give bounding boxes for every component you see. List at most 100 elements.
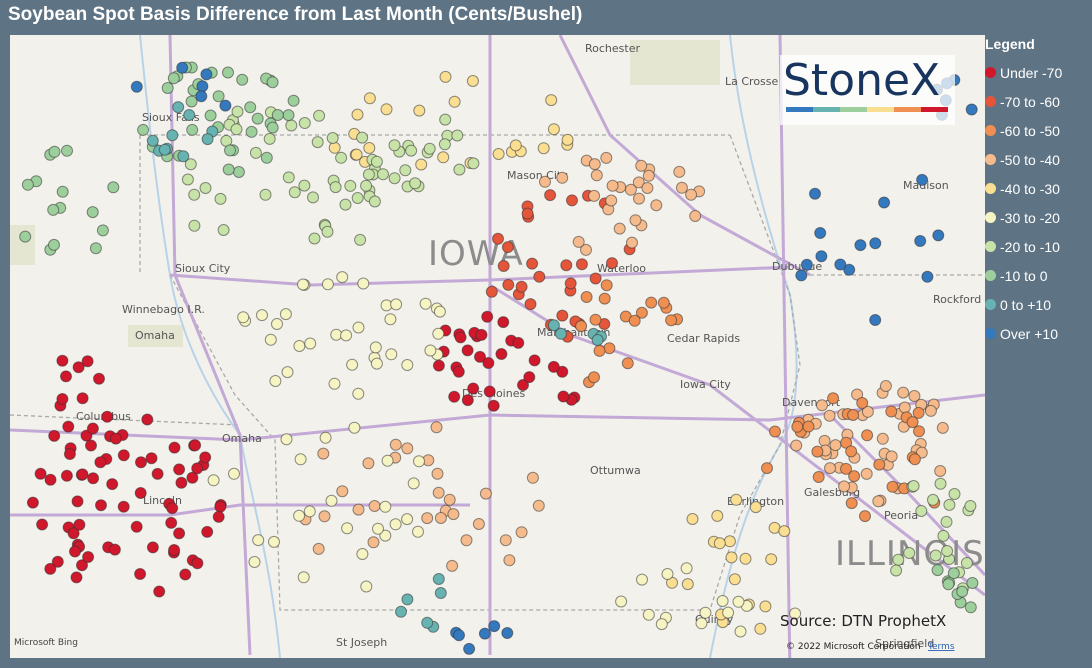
station-dot <box>723 535 736 548</box>
station-dot <box>308 232 321 245</box>
station-dot <box>328 377 341 390</box>
station-dot <box>575 258 588 271</box>
station-dot <box>168 544 181 556</box>
station-dot <box>711 509 724 522</box>
station-dot <box>795 269 808 282</box>
station-dot <box>367 536 380 549</box>
station-dot <box>823 409 836 422</box>
station-dot <box>379 529 392 542</box>
station-dot <box>956 585 969 598</box>
station-dot <box>673 165 686 178</box>
station-dot <box>293 509 306 522</box>
station-dot <box>528 354 541 367</box>
station-dot <box>146 134 159 147</box>
legend-swatch <box>985 299 996 310</box>
station-dot <box>184 158 197 171</box>
station-dot <box>341 522 354 535</box>
terms-link[interactable]: Terms <box>927 642 955 652</box>
station-dot <box>252 534 265 547</box>
city-label: Winnebago I.R. <box>122 303 205 316</box>
legend-swatch <box>985 270 996 281</box>
station-dot <box>734 625 747 638</box>
station-dot <box>789 607 802 620</box>
city-label: Waterloo <box>597 262 646 275</box>
station-dot <box>725 551 738 564</box>
station-dot <box>591 334 604 346</box>
station-dot <box>432 486 445 499</box>
station-dot <box>453 629 465 642</box>
legend-item: -20 to -10 <box>985 232 1092 261</box>
station-dot <box>109 432 122 445</box>
legend-swatch <box>985 183 996 194</box>
city-label: Springfield <box>875 637 934 650</box>
station-dot <box>936 421 949 434</box>
station-dot <box>379 500 392 513</box>
station-dot <box>200 68 213 81</box>
station-dot <box>761 462 773 475</box>
station-dot <box>230 123 243 136</box>
logo-bar <box>894 107 921 112</box>
station-dot <box>380 103 393 116</box>
station-dot <box>860 467 873 480</box>
station-dot <box>360 580 373 593</box>
station-dot <box>463 642 476 655</box>
station-dot <box>665 314 678 327</box>
station-dot <box>134 568 147 580</box>
station-dot <box>443 493 456 506</box>
station-dot <box>158 143 171 156</box>
station-dot <box>943 498 956 511</box>
station-dot <box>856 397 869 409</box>
station-dot <box>173 527 186 540</box>
station-dot <box>279 308 292 321</box>
station-dot <box>175 476 188 489</box>
station-dot <box>915 505 928 517</box>
legend-swatch <box>985 154 996 165</box>
station-dot <box>934 477 947 490</box>
station-dot <box>282 171 295 184</box>
station-dot <box>814 227 827 239</box>
station-dot <box>499 534 512 547</box>
station-dot <box>778 525 791 538</box>
station-dot <box>312 542 325 555</box>
station-dot <box>482 357 495 369</box>
station-dot <box>730 493 743 506</box>
station-dot <box>713 537 726 550</box>
station-dot <box>515 280 528 293</box>
station-dot <box>328 141 341 154</box>
station-dot <box>912 406 925 419</box>
station-dot <box>580 291 593 303</box>
station-dot <box>86 206 99 219</box>
station-dot <box>695 617 708 630</box>
station-dot <box>222 66 234 79</box>
station-dot <box>916 173 929 186</box>
station-dot <box>448 390 461 403</box>
station-dot <box>913 425 925 438</box>
station-dot <box>848 470 861 483</box>
station-dot <box>357 277 370 290</box>
station-dot <box>588 189 601 202</box>
station-dot <box>60 370 72 383</box>
station-dot <box>885 405 898 418</box>
station-dot <box>840 462 852 475</box>
station-dot <box>960 557 973 569</box>
station-dot <box>352 321 365 334</box>
station-dot <box>266 76 279 89</box>
station-dot <box>675 181 688 194</box>
copyright: © 2022 Microsoft Corporation <box>786 642 921 652</box>
station-dot <box>354 233 367 246</box>
station-dot <box>76 559 88 572</box>
station-dot <box>413 104 426 117</box>
legend-title: Legend <box>985 36 1035 52</box>
station-dot <box>497 260 510 272</box>
station-dot <box>539 175 551 188</box>
station-dot <box>319 431 332 444</box>
station-dot <box>56 185 69 198</box>
station-dot <box>452 365 465 378</box>
station-dot <box>245 125 258 138</box>
station-dot <box>869 237 882 250</box>
station-dot <box>185 95 198 108</box>
station-dot <box>231 105 244 118</box>
station-dot <box>81 355 94 368</box>
station-dot <box>523 371 536 384</box>
